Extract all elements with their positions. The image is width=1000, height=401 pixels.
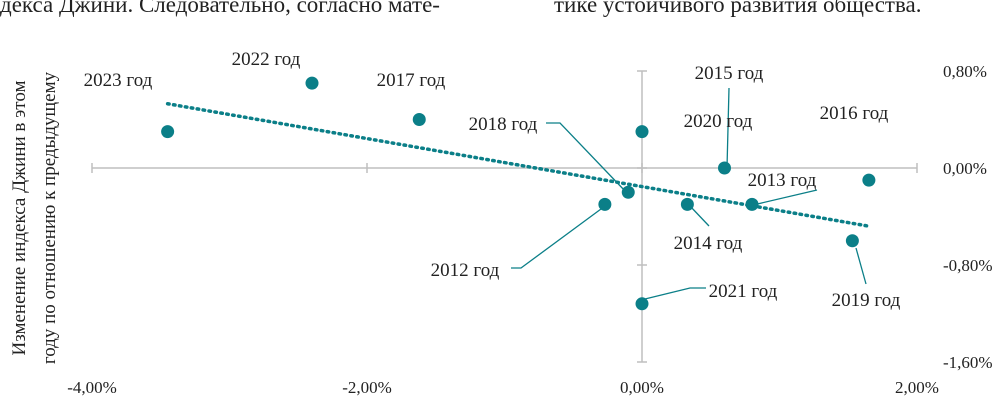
x-tick-label: -2,00% bbox=[342, 378, 392, 397]
x-tick-label: 2,00% bbox=[895, 378, 939, 397]
data-point bbox=[680, 197, 694, 211]
x-tick-label: -4,00% bbox=[67, 378, 117, 397]
point-labels: 2023 год 2022 год 2017 год 2018 год 2020 год… bbox=[84, 49, 901, 311]
data-point bbox=[305, 76, 319, 90]
y-tick-label: 0,80% bbox=[943, 62, 987, 81]
y-axis-label-line-1: Изменение индекса Джини в этом bbox=[9, 80, 30, 355]
data-point bbox=[598, 197, 612, 211]
point-label: 2018 год bbox=[469, 114, 538, 135]
data-point bbox=[862, 173, 876, 187]
label-leaders bbox=[511, 87, 867, 300]
tick-labels: -4,00% -2,00% 0,00% 2,00% 0,80% 0,00% -0,80% -1… bbox=[67, 62, 992, 397]
y-tick-label: 0,00% bbox=[943, 159, 987, 178]
data-point bbox=[635, 125, 649, 139]
x-tick-label: 0,00% bbox=[620, 378, 664, 397]
data-point bbox=[635, 297, 649, 311]
point-label: 2021 год bbox=[709, 281, 778, 302]
y-tick-label: -1,60% bbox=[943, 353, 993, 372]
point-label: 2015 год bbox=[695, 63, 764, 84]
point-label: 2016 год bbox=[820, 103, 889, 124]
label-leader-line bbox=[752, 189, 818, 206]
label-leader-line bbox=[855, 247, 867, 285]
y-axis-label: Изменение индекса Джини в этом году по о… bbox=[9, 71, 60, 364]
label-leader-line bbox=[546, 122, 627, 193]
y-axis-label-line-2: году по отношению к предыдущему bbox=[39, 71, 60, 364]
label-leader-line bbox=[644, 287, 706, 300]
data-point bbox=[412, 113, 426, 126]
axes bbox=[91, 70, 918, 363]
point-label: 2019 год bbox=[832, 290, 901, 311]
y-tick-label: -0,80% bbox=[943, 256, 993, 275]
label-leader-line bbox=[511, 208, 602, 269]
point-label: 2017 год bbox=[377, 70, 446, 91]
point-label: 2020 год bbox=[684, 111, 753, 132]
point-label: 2022 год bbox=[232, 49, 301, 70]
point-label: 2023 год bbox=[84, 70, 153, 91]
label-leader-line bbox=[689, 205, 710, 227]
label-leader-line bbox=[726, 87, 730, 169]
data-points bbox=[161, 76, 876, 311]
data-point bbox=[621, 185, 635, 199]
data-point bbox=[745, 197, 759, 211]
data-point bbox=[845, 234, 859, 248]
data-point bbox=[161, 125, 175, 139]
body-text-right: тике устойчивого развития общества. bbox=[554, 0, 922, 17]
point-label: 2013 год bbox=[748, 170, 817, 191]
data-point bbox=[718, 161, 731, 175]
body-text-left: декса Джини. Следовательно, согласно мат… bbox=[0, 0, 440, 17]
point-label: 2012 год bbox=[431, 260, 500, 281]
point-label: 2014 год bbox=[674, 233, 743, 254]
